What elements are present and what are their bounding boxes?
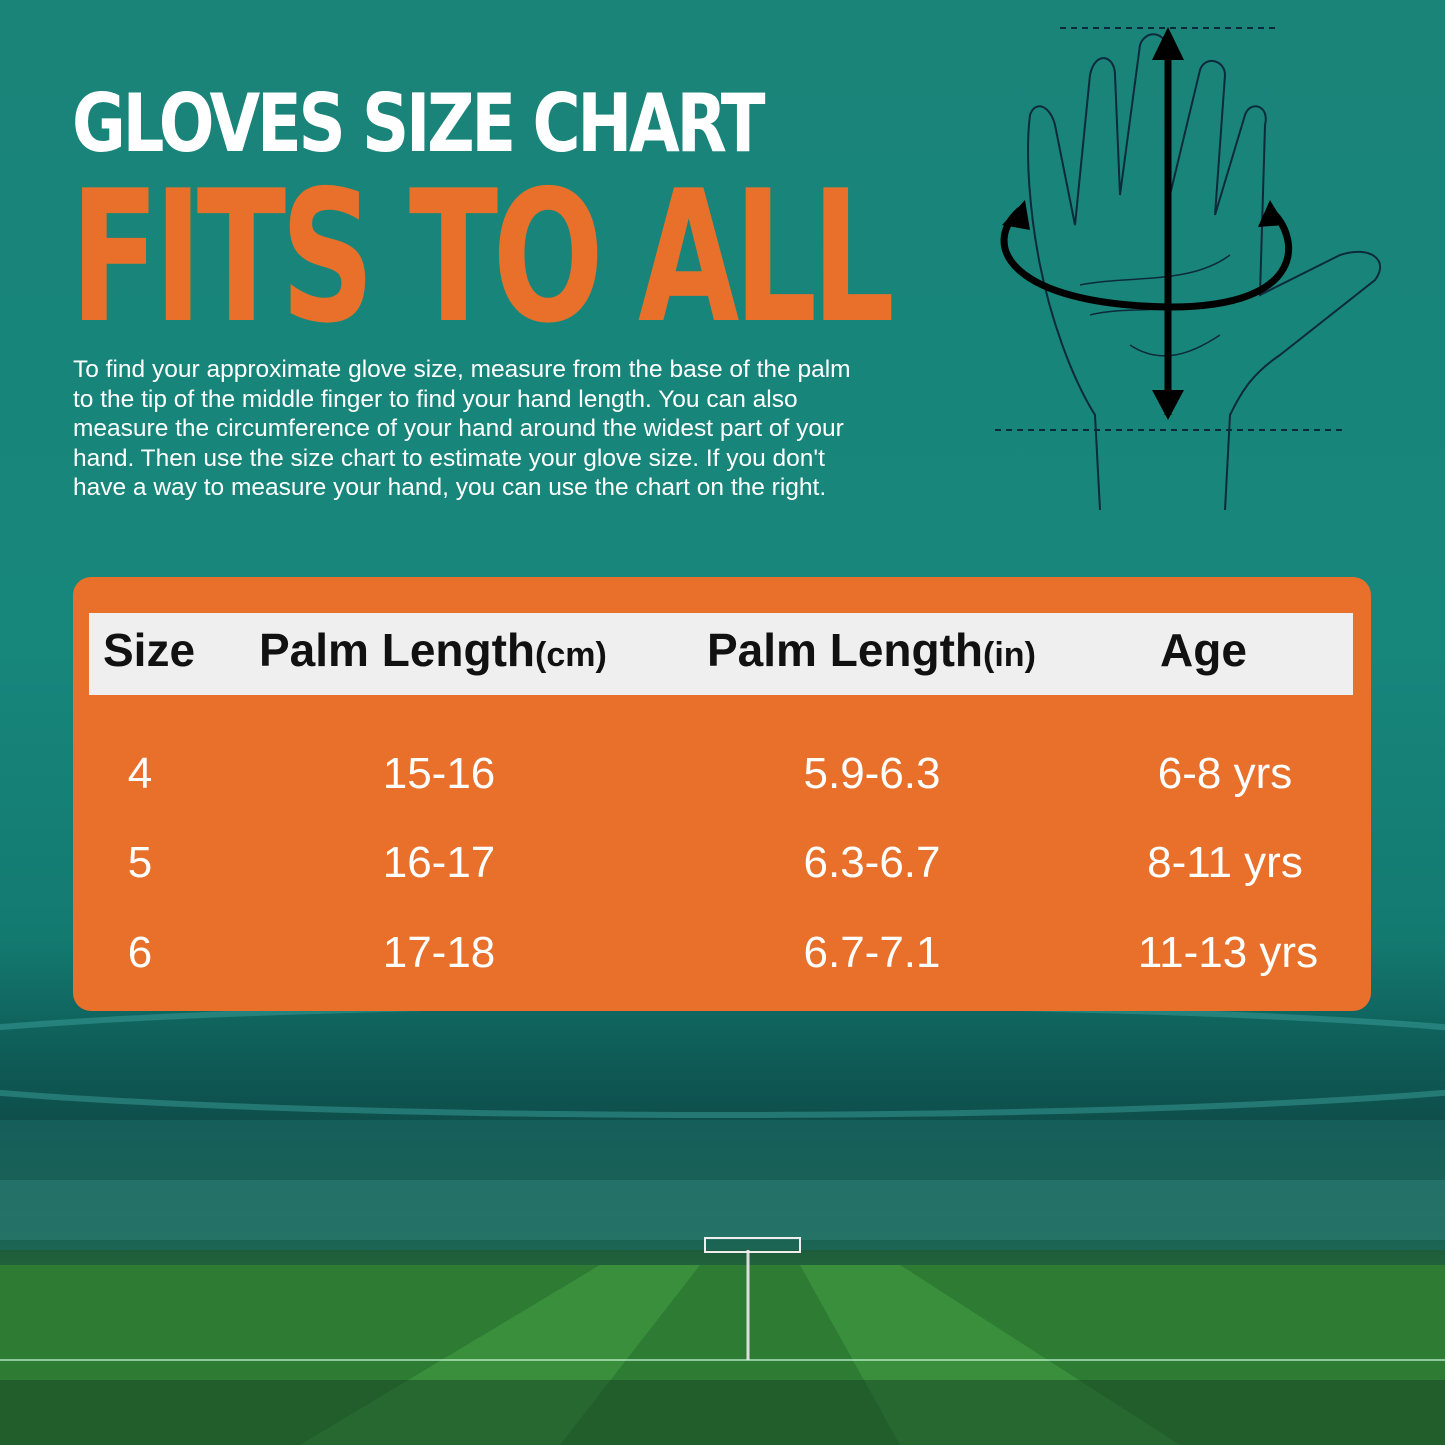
hand-measurement-icon bbox=[995, 27, 1381, 511]
description-line: to the tip of the middle finger to find … bbox=[73, 385, 798, 413]
description-line: measure the circumference of your hand a… bbox=[73, 415, 844, 442]
size-chart-table: Size Palm Length(cm) Palm Length(in) Age… bbox=[73, 577, 1371, 1011]
column-header-palm-cm: Palm Length(cm) bbox=[259, 624, 607, 676]
cell-palm-in: 6.3-6.7 bbox=[803, 838, 941, 887]
description-line: To find your approximate glove size, mea… bbox=[73, 356, 851, 383]
cell-size: 4 bbox=[127, 749, 153, 798]
cell-size: 6 bbox=[127, 928, 153, 977]
column-header-size: Size bbox=[103, 624, 196, 676]
description-line: have a way to measure your hand, you can… bbox=[73, 474, 827, 501]
description-line: hand. Then use the size chart to estimat… bbox=[73, 444, 825, 472]
table-row: 6 17-18 6.7-7.1 11-13 yrs bbox=[73, 928, 1371, 1008]
cell-size: 5 bbox=[127, 838, 153, 887]
cell-age: 8-11 yrs bbox=[1147, 838, 1303, 887]
cell-palm-cm: 16-17 bbox=[382, 838, 496, 887]
cell-palm-cm: 17-18 bbox=[382, 928, 496, 977]
cell-palm-cm: 15-16 bbox=[382, 749, 496, 798]
table-header: Size Palm Length(cm) Palm Length(in) Age bbox=[89, 613, 1353, 695]
description: To find your approximate glove size, mea… bbox=[73, 355, 851, 503]
cell-age: 11-13 yrs bbox=[1137, 928, 1319, 977]
page-subtitle: FITS TO ALL bbox=[70, 151, 895, 363]
cell-palm-in: 5.9-6.3 bbox=[803, 749, 941, 798]
column-header-palm-in: Palm Length(in) bbox=[707, 624, 1036, 676]
cell-age: 6-8 yrs bbox=[1157, 749, 1293, 798]
cell-palm-in: 6.7-7.1 bbox=[803, 928, 941, 977]
table-row: 4 15-16 5.9-6.3 6-8 yrs bbox=[73, 749, 1371, 829]
table-row: 5 16-17 6.3-6.7 8-11 yrs bbox=[73, 838, 1371, 918]
stadium-background bbox=[0, 1002, 1445, 1445]
page-title: GLOVES SIZE CHART bbox=[72, 77, 766, 170]
column-header-age: Age bbox=[1160, 624, 1247, 676]
